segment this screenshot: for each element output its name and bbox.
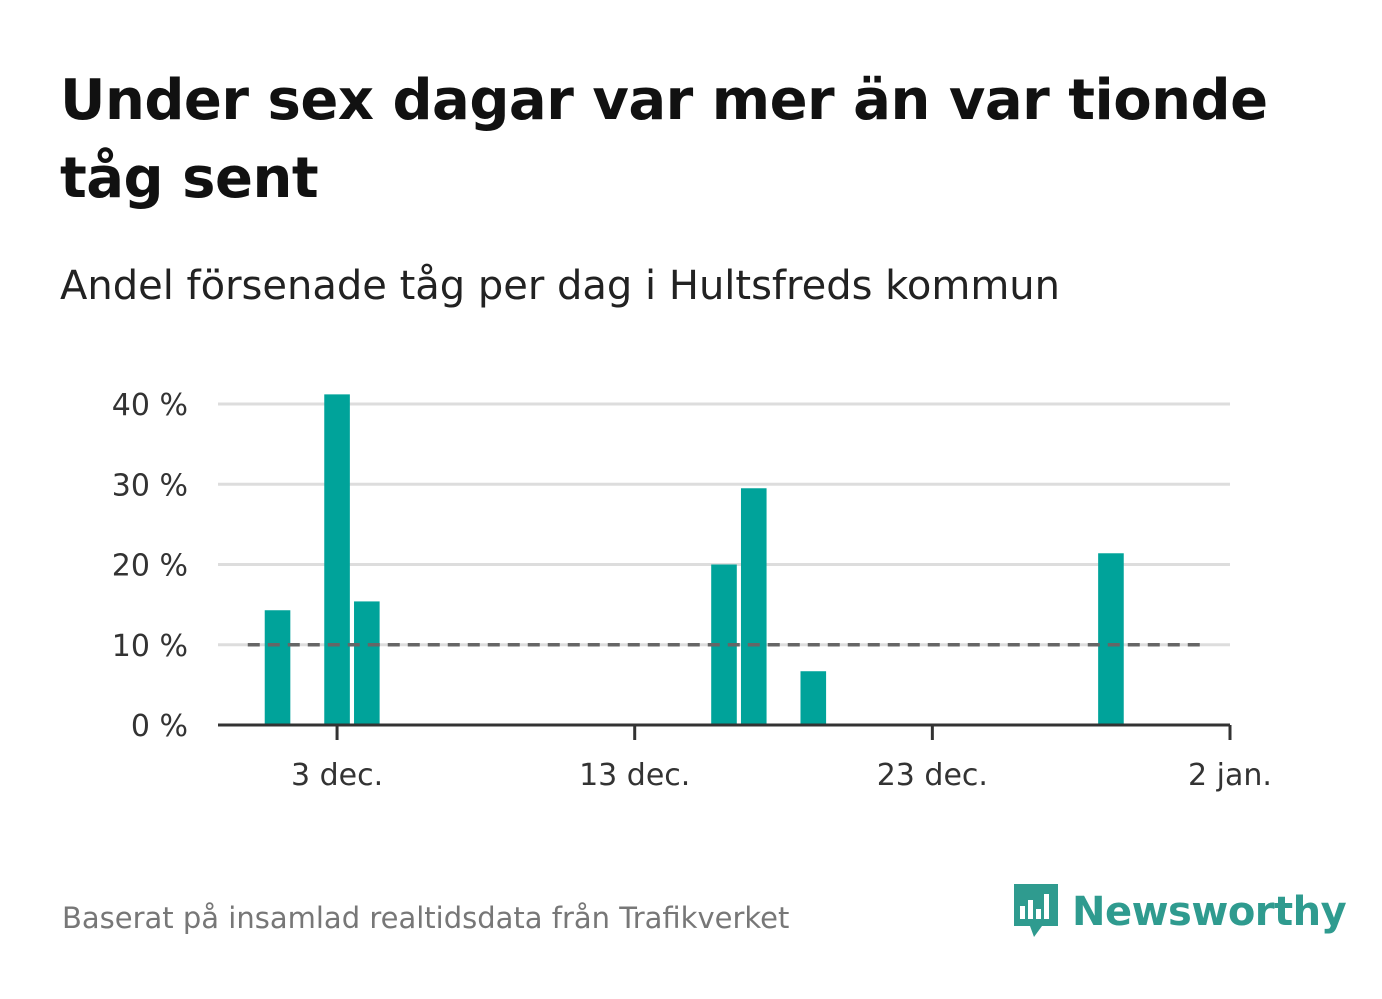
gridlines	[218, 402, 1230, 647]
chart-subtitle: Andel försenade tåg per dag i Hultsfreds…	[60, 263, 1060, 309]
x-tick-label: 2 jan.	[1188, 758, 1272, 793]
y-tick-labels: 0 % 10 % 20 % 30 % 40 %	[112, 388, 188, 744]
bar	[354, 601, 380, 725]
x-tick-label: 3 dec.	[291, 758, 383, 793]
bar	[800, 671, 827, 725]
brand-logo: Newsworthy	[1010, 877, 1347, 947]
x-axis	[218, 723, 1232, 740]
bar-chart: 0 % 10 % 20 % 30 % 40 % 3 dec. 13 dec. 23 dec.…	[112, 388, 1272, 793]
bar	[740, 488, 767, 725]
x-tick-label: 23 dec.	[877, 758, 988, 793]
x-tick-label: 13 dec.	[579, 758, 690, 793]
bars	[264, 394, 1124, 725]
bar	[1098, 553, 1124, 725]
newsworthy-bar-chart-speech-bubble-icon	[1010, 880, 1062, 944]
y-tick-label: 30 %	[112, 468, 188, 503]
y-tick-label: 40 %	[112, 388, 188, 423]
y-tick-label: 0 %	[131, 709, 188, 744]
bar	[264, 610, 291, 725]
bar	[324, 394, 350, 725]
chart-title: Under sex dagar var mer än var tionde tå…	[60, 68, 1268, 211]
source-note: Baserat på insamlad realtidsdata från Tr…	[62, 901, 790, 935]
brand-name: Newsworthy	[1072, 889, 1347, 935]
x-tick-labels: 3 dec. 13 dec. 23 dec. 2 jan.	[291, 758, 1272, 793]
y-tick-label: 10 %	[112, 629, 188, 664]
y-tick-label: 20 %	[112, 549, 188, 584]
